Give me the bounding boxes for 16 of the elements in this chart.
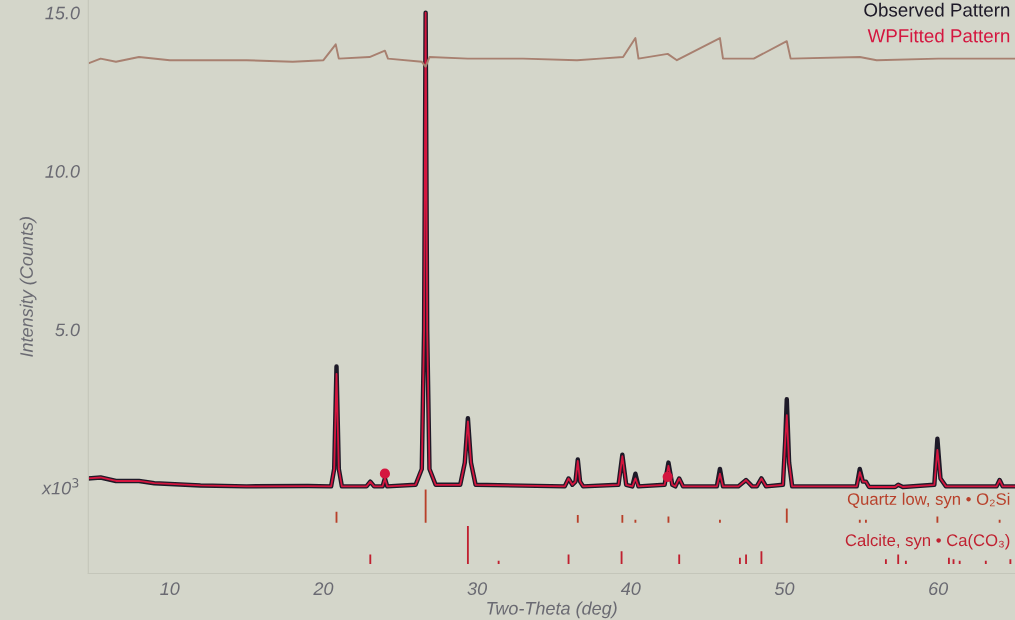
- x-tick-label: 50: [774, 582, 795, 596]
- x-tick-label: 30: [467, 582, 488, 596]
- y-tick-label: 5.0: [55, 323, 80, 337]
- y-tick-label: 15.0: [45, 6, 80, 20]
- text: Observed Pattern: [864, 2, 1010, 17]
- x-axis-title: Two-Theta (deg): [487, 601, 617, 619]
- series-label: Quartz low, syn • O₂Si: [847, 492, 1010, 509]
- x-tick-label: 10: [160, 582, 180, 596]
- y-tick-label: 10.0: [45, 165, 80, 178]
- x-tick-label: 20: [313, 582, 334, 596]
- x-tick-label: 60: [929, 582, 949, 596]
- series-label: Calcite, syn • Ca(CO₃): [845, 533, 1010, 550]
- x-tick-label: 40: [620, 582, 641, 596]
- y-axis-title: Intensity (Counts): [19, 217, 37, 357]
- text: WPFitted Pattern: [867, 28, 1010, 43]
- y-tick-label: x10$^{3}$: [41, 478, 79, 495]
